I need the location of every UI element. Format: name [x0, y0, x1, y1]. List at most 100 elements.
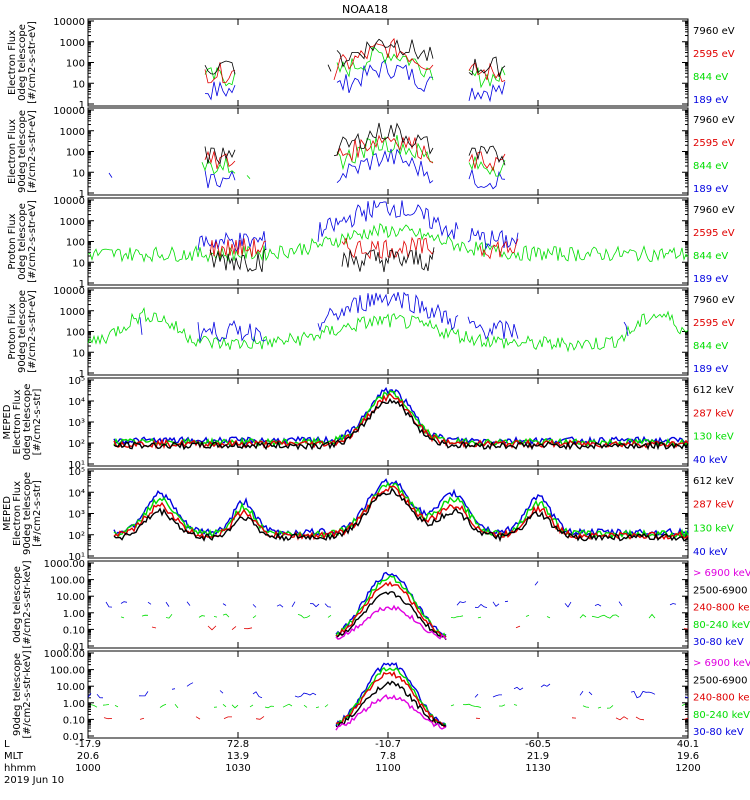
legend-entry: > 6900 keV	[693, 658, 750, 669]
y-tick-label: 10⁵	[68, 467, 85, 478]
trace-red	[205, 136, 688, 171]
trace-red	[209, 236, 519, 260]
y-tick-label: 1000	[60, 38, 85, 49]
y-axis-label: 90deg telescope	[17, 110, 28, 193]
y-tick-label: 10	[72, 79, 85, 90]
legend-entry: 40 keV	[693, 547, 727, 558]
y-axis-label: 0deg telescope	[12, 566, 23, 643]
legend-entry: 189 eV	[693, 95, 728, 106]
footer-MLT-value: 7.8	[380, 751, 396, 762]
legend-entry: 240-800 ke	[693, 693, 750, 704]
panel-7: 0.01 0.10 1.00 10.00 100.00 1000.00 0deg teles…	[12, 559, 750, 653]
y-tick-label: 1000	[60, 307, 85, 318]
y-tick-label: 0.01	[63, 732, 85, 743]
legend-entry: > 6900 keV	[693, 568, 750, 579]
panel-frame	[87, 18, 689, 107]
legend-entry: 7960 eV	[693, 26, 735, 37]
legend-entry: 7960 eV	[693, 115, 735, 126]
footer-hhmm-value: 1130	[525, 763, 550, 774]
footer-L-value: 40.1	[677, 739, 699, 750]
y-tick-label: 10000	[53, 106, 85, 117]
trace-blue	[205, 60, 685, 101]
footer-L-value: -17.9	[75, 739, 101, 750]
trace-black	[205, 39, 673, 77]
legend-entry: 844 eV	[693, 72, 728, 83]
y-axis-label: 90deg telescope	[22, 472, 33, 555]
y-tick-label: 100	[66, 59, 85, 70]
y-axis-label: 0deg telescope	[17, 24, 28, 101]
y-tick-label: 1000	[60, 217, 85, 228]
y-tick-label: 10³	[68, 510, 85, 521]
panel-5: 10¹ 10² 10³ 10⁴ 10⁵ MEPED Electron Flux 0deg te…	[2, 376, 734, 471]
trace-green	[113, 481, 689, 540]
footer-L-value: -10.7	[375, 739, 401, 750]
y-tick-label: 10000	[53, 196, 85, 207]
trace-green	[113, 389, 689, 448]
trace-red-bg	[103, 716, 689, 721]
y-axis-label: Electron Flux	[12, 481, 23, 546]
panel-2: 1 10 100 1000 10000 Electron Flux 90deg telesc…	[7, 106, 735, 200]
trace-green-bg	[90, 703, 686, 709]
y-axis-label: 90deg telescope	[17, 290, 28, 373]
y-tick-label: 0.10	[63, 715, 85, 726]
y-tick-label: 10	[72, 348, 85, 359]
y-tick-label: 10⁴	[68, 488, 85, 499]
trace-black	[335, 590, 447, 641]
y-tick-label: 10¹	[68, 552, 85, 563]
legend-entry: 240-800 ke	[693, 603, 750, 614]
footer-MLT-value: 21.9	[527, 751, 549, 762]
y-tick-label: 10000	[53, 286, 85, 297]
y-tick-label: 10¹	[68, 460, 85, 471]
legend-entry: 612 keV	[693, 476, 734, 487]
legend-entry: 844 eV	[693, 341, 728, 352]
trace-black	[113, 487, 689, 543]
trace-blue	[140, 292, 686, 341]
panel-4: 1 10 100 1000 10000 Proton Flux 90deg telescop…	[7, 286, 735, 380]
footer-L-value: 72.8	[227, 739, 249, 750]
trace-black	[113, 397, 689, 451]
legend-entry: 7960 eV	[693, 205, 735, 216]
y-tick-label: 1	[79, 369, 85, 380]
footer-MLT-value: 13.9	[227, 751, 249, 762]
footer-hhmm-value: 1000	[75, 763, 100, 774]
footer-hhmm-value: 1100	[375, 763, 400, 774]
y-tick-label: 10³	[68, 418, 85, 429]
legend-entry: 189 eV	[693, 364, 728, 375]
y-tick-label: 1	[79, 189, 85, 200]
trace-magenta	[335, 694, 447, 731]
legend-entry: 2500-6900	[693, 675, 748, 686]
legend-entry: 844 eV	[693, 251, 728, 262]
legend-entry: 30-80 keV	[693, 727, 744, 738]
trace-green	[205, 47, 679, 87]
trace-red-bg	[151, 625, 689, 631]
trace-blue	[113, 478, 689, 538]
trace-black	[209, 247, 435, 273]
y-axis-label: [#/cm2-s-str]	[32, 388, 43, 455]
trace-green	[87, 223, 689, 263]
panel-3: 1 10 100 1000 10000 Proton Flux 0deg telescope…	[7, 196, 735, 290]
y-axis-label: Electron Flux	[7, 30, 18, 95]
y-tick-label: 10	[72, 168, 85, 179]
panel-8: 0.01 0.10 1.00 10.00 100.00 1000.00 90deg tele…	[12, 649, 750, 743]
legend-entry: 7960 eV	[693, 295, 735, 306]
footer-row-label: MLT	[4, 751, 24, 762]
legend-entry: 130 keV	[693, 432, 734, 443]
y-axis-label: [#/cm2-s-str-eV]	[27, 21, 38, 104]
y-tick-label: 0.01	[63, 642, 85, 653]
footer-date: 2019 Jun 10	[4, 775, 64, 786]
y-axis-label: Proton Flux	[7, 303, 18, 359]
legend-entry: 2595 eV	[693, 49, 735, 60]
y-tick-label: 10.00	[56, 682, 85, 693]
legend-entry: 287 keV	[693, 500, 734, 511]
legend-entry: 189 eV	[693, 184, 728, 195]
trace-blue	[109, 149, 661, 189]
trace-red	[205, 39, 688, 83]
y-axis-label: Proton Flux	[7, 213, 18, 269]
y-tick-label: 100.00	[50, 576, 85, 587]
y-tick-label: 100	[66, 238, 85, 249]
y-axis-label: [#/cm2-s-str-keV]	[22, 650, 33, 738]
trace-blue	[113, 386, 689, 446]
y-tick-label: 1000.00	[44, 559, 85, 570]
